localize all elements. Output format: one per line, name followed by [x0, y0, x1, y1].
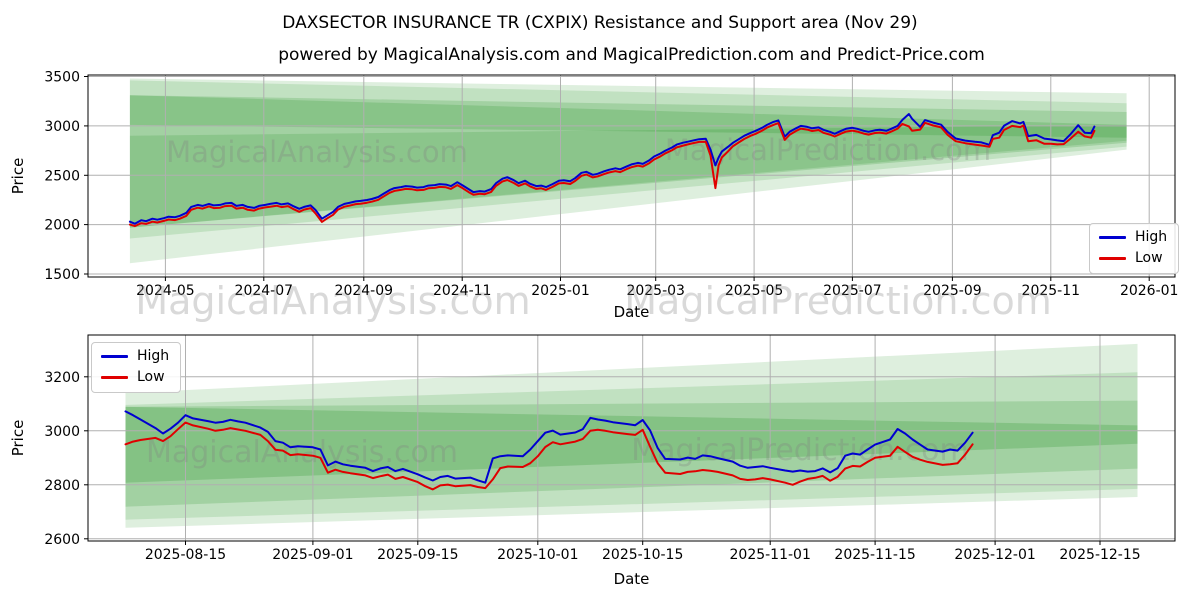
legend-detail: High Low [91, 342, 182, 393]
y-tick-label: 3000 [44, 424, 80, 440]
low-line-swatch [1099, 257, 1126, 260]
x-tick-label: 2025-10-01 [497, 547, 578, 563]
x-tick-label: 2025-01 [531, 283, 590, 299]
gridlines [88, 75, 1175, 277]
tick-layer: 2024-05 2024-07 2024-09 2024-11 2025-01 2025-… [44, 70, 1178, 300]
gridlines [88, 335, 1175, 541]
band-polygon [129, 95, 1127, 138]
band-polygon [129, 95, 1127, 228]
x-tick-label: 2025-08-15 [145, 547, 226, 563]
x-tick-label: 2025-03 [626, 283, 685, 299]
y-tick-label: 3000 [44, 119, 80, 135]
band-polygon [125, 343, 1138, 528]
legend-label-low: Low [1135, 250, 1163, 266]
x-tick-label: 2025-12-15 [1059, 547, 1140, 563]
axes-spines [87, 74, 1176, 278]
legend-item-low: Low [1099, 251, 1167, 266]
high-line [124, 410, 974, 484]
y-tick-label: 2800 [44, 478, 80, 494]
watermark-text: MagicalPrediction.com [631, 433, 969, 468]
y-tick-label: 2600 [44, 532, 80, 548]
y-tick-label: 2500 [44, 168, 80, 184]
x-tick-label: 2025-11 [1022, 283, 1081, 299]
tick-layer: 2025-08-15 2025-09-01 2025-09-15 2025-10-01… [44, 370, 1140, 563]
series-layer [128, 113, 1096, 228]
low-line [124, 421, 974, 491]
x-tick-label: 2024-07 [235, 283, 294, 299]
legend-item-high: High [1099, 230, 1167, 245]
x-tick-label: 2026-01 [1120, 283, 1179, 299]
band-polygon [129, 124, 1127, 228]
figure-watermark-text: MagicalPrediction.com [624, 279, 1052, 323]
legend-label-high: High [1135, 229, 1168, 245]
figure-watermark-text: MagicalAnalysis.com [135, 279, 530, 323]
band-polygon [125, 406, 1138, 483]
y-tick-label: 3500 [44, 70, 80, 86]
x-tick-label: 2025-05 [725, 283, 784, 299]
x-tick-label: 2025-11-01 [730, 547, 811, 563]
axes-spines [87, 334, 1176, 542]
y-tick-label: 2000 [44, 218, 80, 234]
figure-subtitle: powered by MagicalAnalysis.com and Magic… [278, 45, 985, 65]
low-line [128, 121, 1096, 228]
support-resistance-bands [129, 78, 1127, 264]
x-axis-label-overview: Date [613, 303, 650, 321]
x-tick-label: 2024-11 [433, 283, 492, 299]
y-tick-label: 3200 [44, 370, 80, 386]
low-line-swatch [101, 376, 128, 379]
x-tick-label: 2025-07 [823, 283, 882, 299]
watermark-text: MagicalAnalysis.com [166, 135, 468, 169]
support-resistance-bands [125, 343, 1138, 528]
figure-title: DAXSECTOR INSURANCE TR (CXPIX) Resistanc… [282, 13, 918, 33]
band-polygon [125, 372, 1138, 520]
y-axis-label-detail: Price [9, 419, 27, 457]
legend-item-low: Low [101, 370, 169, 385]
x-tick-label: 2025-09 [923, 283, 982, 299]
band-polygon [125, 400, 1138, 507]
high-line [128, 113, 1096, 225]
x-tick-label: 2024-09 [335, 283, 394, 299]
watermark-layer: MagicalAnalysis.com MagicalPrediction.com… [166, 133, 991, 169]
y-tick-label: 1500 [44, 267, 80, 283]
x-tick-label: 2025-09-15 [377, 547, 458, 563]
high-line-swatch [101, 355, 128, 358]
x-tick-label: 2025-10-15 [602, 547, 683, 563]
x-tick-label: 2025-12-01 [954, 547, 1035, 563]
legend-overview: High Low [1089, 223, 1180, 274]
x-axis-label-detail: Date [613, 570, 650, 588]
watermark-text: MagicalAnalysis.com [146, 435, 458, 470]
y-axis-label-overview: Price [9, 157, 27, 195]
high-line-swatch [1099, 236, 1126, 239]
legend-item-high: High [101, 349, 169, 364]
legend-label-low: Low [137, 369, 165, 385]
series-layer [124, 410, 974, 491]
legend-label-high: High [137, 348, 170, 364]
x-tick-label: 2024-05 [136, 283, 195, 299]
x-tick-label: 2025-11-15 [834, 547, 915, 563]
x-tick-label: 2025-09-01 [272, 547, 353, 563]
band-polygon [129, 78, 1127, 264]
